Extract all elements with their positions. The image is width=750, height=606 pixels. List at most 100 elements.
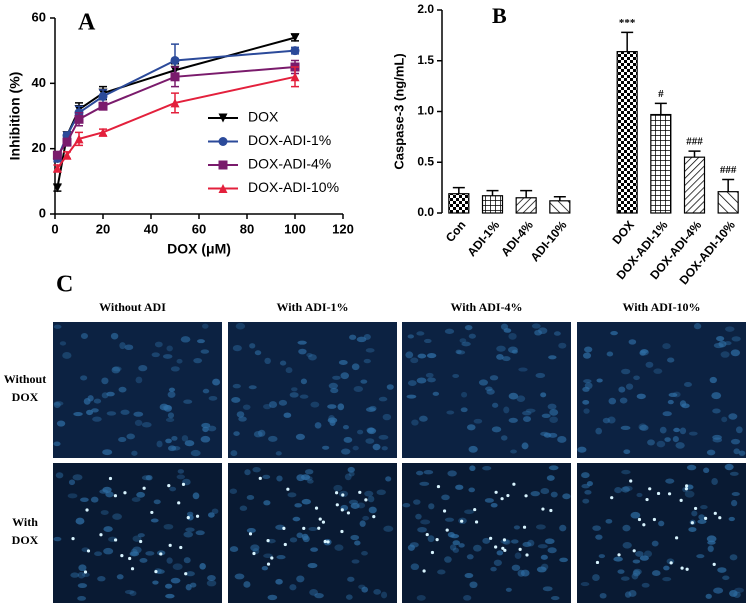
nucleus bbox=[496, 345, 506, 352]
bright-nucleus bbox=[522, 525, 527, 529]
nucleus bbox=[201, 422, 211, 429]
nucleus bbox=[540, 563, 549, 571]
nucleus bbox=[548, 432, 558, 438]
nucleus bbox=[546, 475, 555, 481]
nucleus bbox=[155, 569, 165, 574]
nucleus bbox=[110, 332, 119, 340]
nucleus bbox=[124, 344, 134, 351]
nucleus bbox=[584, 346, 593, 353]
nucleus bbox=[167, 445, 177, 452]
bright-nucleus bbox=[512, 482, 516, 486]
nucleus bbox=[361, 551, 368, 556]
nucleus bbox=[330, 387, 339, 394]
nucleus bbox=[208, 395, 218, 401]
legend-label: DOX-ADI-4% bbox=[248, 156, 331, 172]
significance: ### bbox=[720, 164, 737, 176]
nucleus bbox=[423, 470, 434, 475]
bright-nucleus bbox=[179, 545, 183, 550]
bright-nucleus bbox=[364, 498, 368, 502]
nucleus bbox=[55, 472, 64, 479]
marker bbox=[98, 91, 108, 101]
bright-nucleus bbox=[167, 483, 171, 488]
nucleus bbox=[299, 394, 309, 399]
nucleus bbox=[367, 495, 375, 503]
nucleus bbox=[535, 372, 546, 379]
nucleus bbox=[296, 474, 305, 482]
nucleus bbox=[264, 357, 271, 364]
nucleus bbox=[183, 399, 193, 404]
nucleus bbox=[686, 464, 697, 471]
bright-nucleus bbox=[335, 503, 339, 507]
bright-nucleus bbox=[113, 494, 118, 498]
nucleus bbox=[411, 419, 419, 426]
nucleus bbox=[307, 562, 318, 569]
nucleus bbox=[518, 367, 528, 372]
nucleus bbox=[372, 443, 381, 451]
nucleus bbox=[673, 427, 681, 433]
nucleus bbox=[416, 595, 426, 601]
nucleus bbox=[376, 489, 386, 496]
nucleus bbox=[730, 349, 741, 357]
nucleus bbox=[522, 410, 532, 416]
nucleus bbox=[602, 417, 611, 424]
nucleus bbox=[360, 379, 368, 384]
nucleus bbox=[170, 366, 180, 372]
nucleus bbox=[72, 474, 83, 481]
bright-nucleus bbox=[667, 492, 672, 496]
nucleus bbox=[373, 588, 382, 595]
nucleus bbox=[596, 378, 603, 383]
nucleus bbox=[665, 478, 675, 484]
bright-nucleus bbox=[346, 511, 351, 515]
x-tick-label: ADI-1% bbox=[464, 218, 502, 259]
bright-nucleus bbox=[334, 491, 339, 495]
bar bbox=[549, 200, 571, 214]
nucleus bbox=[598, 554, 606, 559]
nucleus bbox=[730, 438, 741, 445]
column-label: Without ADI bbox=[99, 300, 166, 314]
error-bar bbox=[722, 178, 735, 192]
nucleus bbox=[327, 404, 337, 409]
nucleus bbox=[464, 509, 475, 515]
nucleus bbox=[165, 438, 172, 444]
nucleus bbox=[633, 375, 640, 381]
bright-nucleus bbox=[425, 532, 429, 537]
nucleus bbox=[549, 416, 558, 423]
nucleus bbox=[309, 589, 319, 596]
legend-label: DOX-ADI-1% bbox=[248, 132, 331, 148]
nucleus bbox=[134, 419, 143, 427]
nucleus bbox=[347, 576, 355, 582]
marker bbox=[62, 150, 72, 160]
nucleus bbox=[340, 372, 349, 380]
nucleus bbox=[359, 520, 366, 527]
nucleus bbox=[595, 534, 603, 540]
bright-nucleus bbox=[142, 486, 146, 490]
nucleus bbox=[599, 593, 607, 599]
nucleus bbox=[700, 505, 708, 510]
micrograph bbox=[577, 463, 746, 603]
nucleus bbox=[154, 341, 163, 348]
bright-nucleus bbox=[489, 536, 493, 540]
panel-label: B bbox=[492, 3, 507, 28]
nucleus bbox=[378, 434, 389, 440]
nucleus bbox=[350, 502, 360, 509]
nucleus bbox=[455, 349, 462, 355]
marker bbox=[170, 55, 180, 65]
marker bbox=[218, 137, 228, 146]
nucleus bbox=[101, 392, 109, 399]
nucleus bbox=[697, 519, 707, 524]
nucleus bbox=[466, 554, 474, 560]
nucleus bbox=[77, 596, 87, 601]
nucleus bbox=[416, 331, 425, 336]
nucleus bbox=[307, 479, 314, 484]
nucleus bbox=[484, 498, 494, 503]
nucleus bbox=[536, 566, 547, 573]
nucleus bbox=[169, 486, 177, 492]
bright-nucleus bbox=[358, 490, 362, 494]
marker bbox=[74, 114, 84, 124]
nucleus bbox=[731, 492, 740, 497]
nucleus bbox=[432, 391, 440, 396]
bright-nucleus bbox=[340, 529, 344, 534]
nucleus bbox=[276, 554, 286, 560]
nucleus bbox=[639, 555, 649, 561]
column-label: With ADI-4% bbox=[450, 300, 522, 314]
